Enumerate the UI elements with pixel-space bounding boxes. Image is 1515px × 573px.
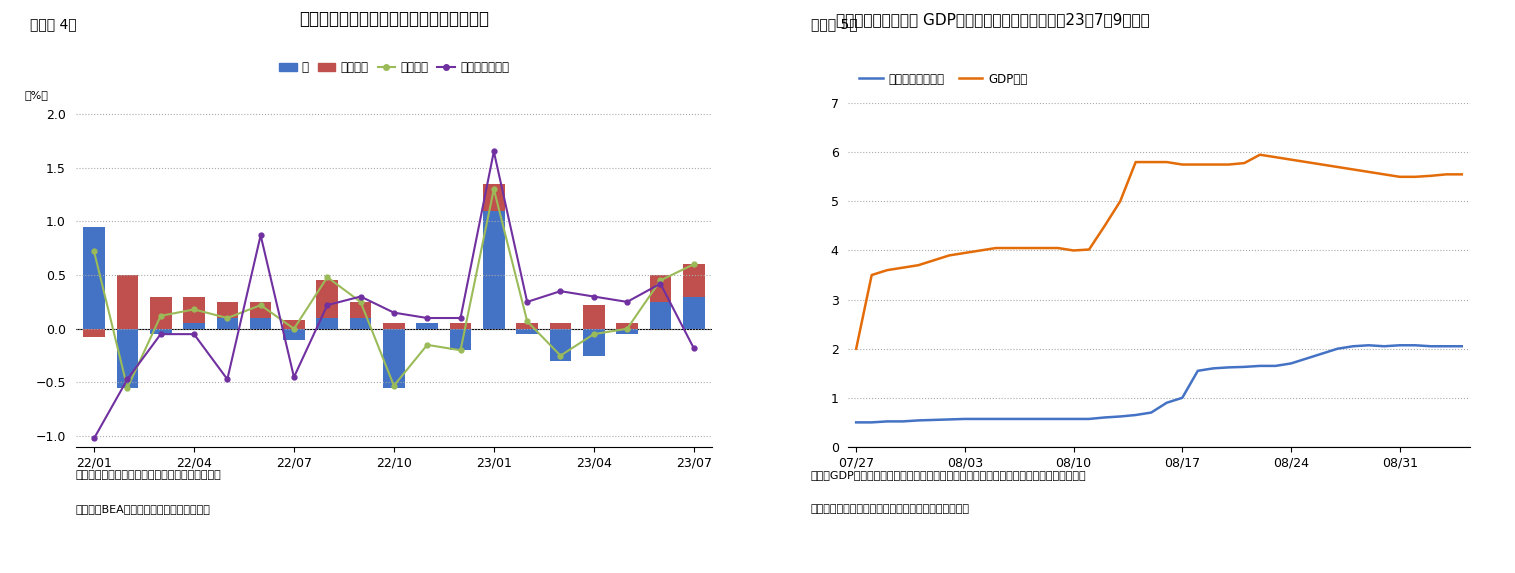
Text: 実質個人消費および可処分所得（前月比）: 実質個人消費および可処分所得（前月比） [298, 10, 489, 28]
Bar [550, 323, 571, 329]
Text: （注）GDPナウはアトランタ連銀が先行する経済指標の発表ごとに推計するナウキャスト: （注）GDPナウはアトランタ連銀が先行する経済指標の発表ごとに推計するナウキャス… [811, 470, 1086, 480]
Bar [317, 318, 338, 329]
Bar [250, 318, 271, 329]
Bar [583, 305, 604, 329]
Text: （資料）BEAよりニッセイ基礎研究所作成: （資料）BEAよりニッセイ基礎研究所作成 [76, 504, 211, 514]
Bar [83, 329, 105, 337]
Bar [83, 227, 105, 329]
Text: （図表 5）: （図表 5） [811, 17, 857, 31]
Text: （図表 4）: （図表 4） [30, 17, 77, 31]
Bar [183, 297, 205, 323]
Legend: 財, サービス, 個人消費, 実質可処分所得: 財, サービス, 個人消費, 実質可処分所得 [279, 61, 509, 74]
Bar [350, 318, 371, 329]
Bar [317, 280, 338, 318]
Bar [117, 275, 138, 329]
Bar [150, 297, 171, 329]
Bar [150, 329, 171, 334]
Bar [517, 323, 538, 329]
Bar [283, 329, 305, 339]
Bar [183, 323, 205, 329]
Text: （%）: （%） [24, 90, 48, 100]
Bar [117, 329, 138, 388]
Bar [350, 302, 371, 318]
Text: （資料）アトランタ連銀よりニッセイ基礎研究所作成: （資料）アトランタ連銀よりニッセイ基礎研究所作成 [811, 504, 970, 514]
Bar [217, 318, 238, 329]
Bar [217, 302, 238, 318]
Bar [417, 323, 438, 329]
Bar [450, 323, 471, 329]
Bar [617, 329, 638, 334]
Bar [450, 329, 471, 350]
Bar [617, 323, 638, 329]
Bar [383, 323, 405, 329]
Legend: コンセンサス予想, GDPナウ: コンセンサス予想, GDPナウ [854, 68, 1032, 90]
Bar [250, 302, 271, 318]
Bar [383, 329, 405, 388]
Bar [483, 211, 504, 329]
Bar [483, 184, 504, 211]
Bar [650, 275, 671, 302]
Bar [583, 329, 604, 356]
Bar [683, 264, 704, 297]
Bar [283, 320, 305, 329]
Bar [683, 297, 704, 329]
Bar [550, 329, 571, 361]
Bar [650, 302, 671, 329]
Text: （注）季節調節済み、前月比。棒グラフは寄与度: （注）季節調節済み、前月比。棒グラフは寄与度 [76, 470, 221, 480]
Text: （前期比年率、％） GDPナウ、コンセンサス予想（23年7－9月期）: （前期比年率、％） GDPナウ、コンセンサス予想（23年7－9月期） [836, 13, 1150, 28]
Bar [517, 329, 538, 334]
